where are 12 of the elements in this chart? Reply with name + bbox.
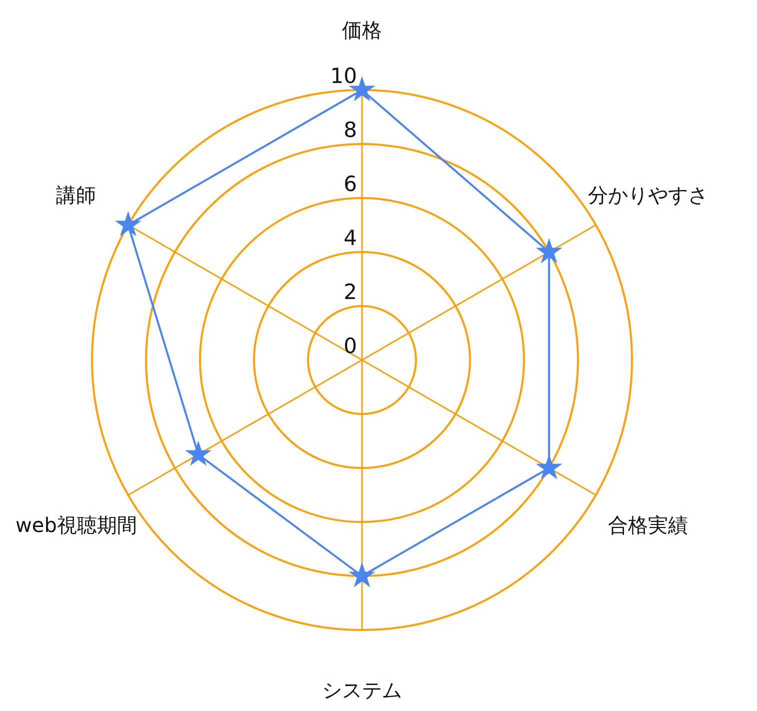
spoke-label: 合格実績 — [608, 513, 688, 537]
y-tick-label: 6 — [344, 172, 357, 196]
y-tick-label: 2 — [344, 280, 357, 304]
spoke-label: システム — [322, 678, 402, 702]
y-tick-label: 10 — [330, 64, 357, 88]
spoke-label: 講師 — [56, 183, 96, 207]
y-tick-label: 0 — [344, 334, 357, 358]
spoke-label: web視聴期間 — [16, 513, 137, 537]
spoke-label: 分かりやすさ — [588, 183, 708, 207]
y-tick-label: 4 — [344, 226, 357, 250]
spoke-label: 価格 — [342, 18, 382, 42]
y-tick-label: 8 — [344, 118, 357, 142]
